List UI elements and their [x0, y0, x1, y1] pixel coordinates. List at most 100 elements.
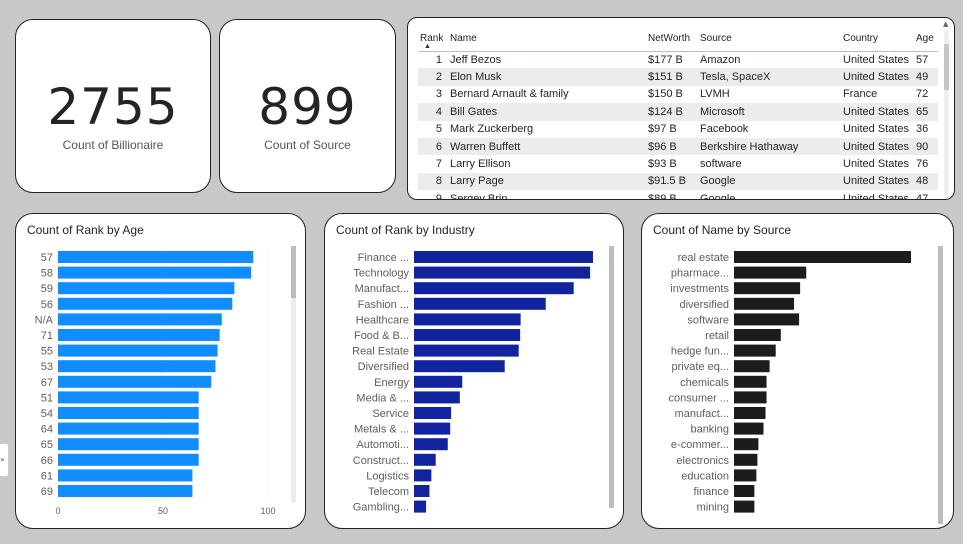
- bar[interactable]: [734, 375, 767, 388]
- bar[interactable]: [734, 485, 755, 497]
- bar[interactable]: [414, 391, 460, 404]
- bar[interactable]: [734, 344, 776, 357]
- table-row[interactable]: 8 Larry Page $91.5 B Google United States 48: [418, 172, 938, 191]
- bar[interactable]: [414, 251, 593, 263]
- table-scrollbar[interactable]: ▲ ▼: [943, 20, 949, 199]
- scrollbar-thumb[interactable]: [944, 44, 949, 90]
- bar[interactable]: [414, 329, 521, 341]
- bar[interactable]: [58, 422, 199, 435]
- column-header-age[interactable]: Age: [914, 26, 938, 52]
- bar[interactable]: [58, 282, 235, 295]
- bar[interactable]: [414, 297, 546, 310]
- bar[interactable]: [414, 485, 430, 497]
- bar[interactable]: [58, 266, 252, 279]
- bar[interactable]: [734, 407, 766, 419]
- pane-expand-handle[interactable]: »: [0, 443, 9, 477]
- column-header-networth[interactable]: NetWorth: [646, 26, 698, 52]
- billionaire-table[interactable]: Rank ▲ Name NetWorth Source Country Age 1…: [418, 26, 938, 200]
- bar[interactable]: [734, 313, 800, 326]
- bar[interactable]: [734, 469, 757, 482]
- table-cell-networth: $97 B: [648, 123, 677, 136]
- bar[interactable]: [58, 329, 220, 341]
- column-header-rank[interactable]: Rank ▲: [418, 26, 448, 52]
- bar[interactable]: [58, 313, 222, 326]
- table-cell-country: United States: [843, 158, 910, 171]
- table-cell-networth: $89 B: [648, 192, 677, 200]
- table-cell-name: Larry Ellison: [450, 158, 511, 171]
- table-row[interactable]: 1 Jeff Bezos $177 B Amazon United States 57: [418, 51, 938, 68]
- table-row[interactable]: 2 Elon Musk $151 B Tesla, SpaceX United Stat…: [418, 68, 938, 86]
- bar[interactable]: [58, 391, 199, 404]
- table-cell-name: Larry Page: [448, 172, 646, 191]
- chart-card-industry[interactable]: Count of Rank by Industry Finance ... Tec…: [324, 213, 624, 529]
- bar[interactable]: [414, 375, 463, 388]
- bar[interactable]: [58, 485, 193, 497]
- kpi-card-billionaires[interactable]: 2755 Count of Billionaire: [15, 19, 211, 193]
- bar[interactable]: [734, 422, 764, 435]
- bar[interactable]: [414, 266, 591, 279]
- bar[interactable]: [414, 438, 448, 451]
- bar[interactable]: [734, 282, 801, 295]
- bar[interactable]: [734, 251, 911, 263]
- bar[interactable]: [58, 438, 199, 451]
- column-header-source[interactable]: Source: [698, 26, 841, 52]
- bar[interactable]: [734, 266, 807, 279]
- scrollbar-thumb[interactable]: [291, 246, 296, 298]
- bar[interactable]: [734, 329, 781, 341]
- bar[interactable]: [414, 469, 432, 482]
- table-row[interactable]: 6 Warren Buffett $96 B Berkshire Hathaway Un…: [418, 137, 938, 156]
- bar[interactable]: [734, 453, 758, 466]
- table-cell-source: Tesla, SpaceX: [698, 68, 841, 86]
- chart-scrollbar[interactable]: [938, 246, 943, 524]
- bar[interactable]: [414, 360, 505, 373]
- category-label: diversified: [679, 299, 729, 311]
- category-label: Diversified: [358, 361, 409, 373]
- bar[interactable]: [734, 391, 767, 404]
- bar[interactable]: [58, 407, 199, 419]
- chart-card-age[interactable]: Count of Rank by Age 0 50 100 57 58 59 56 N/A 71…: [15, 213, 306, 529]
- category-label: 55: [41, 346, 53, 358]
- table-cell-age: 65: [914, 103, 938, 121]
- bar[interactable]: [734, 438, 759, 451]
- chart-scrollbar[interactable]: [291, 246, 296, 502]
- scroll-up-icon[interactable]: ▲: [943, 20, 949, 28]
- table-row[interactable]: 7 Larry Ellison $93 B software United States…: [418, 155, 938, 172]
- scrollbar-thumb[interactable]: [938, 246, 943, 524]
- bar[interactable]: [58, 375, 212, 388]
- source-bar-chart: real estate pharmace... investments diversi…: [668, 251, 911, 514]
- bar[interactable]: [414, 313, 521, 326]
- bar[interactable]: [414, 500, 427, 513]
- chart-card-source[interactable]: Count of Name by Source real estate pharm…: [641, 213, 954, 529]
- bar[interactable]: [414, 344, 519, 357]
- bar[interactable]: [58, 297, 233, 310]
- bar[interactable]: [734, 360, 770, 373]
- bar[interactable]: [414, 422, 451, 435]
- bar[interactable]: [58, 469, 193, 482]
- bar[interactable]: [414, 407, 452, 419]
- column-header-country[interactable]: Country: [841, 26, 914, 52]
- table-body: 1 Jeff Bezos $177 B Amazon United States 57 2 E…: [418, 51, 938, 200]
- bar[interactable]: [58, 344, 218, 357]
- category-label: 66: [41, 455, 53, 467]
- scrollbar-thumb[interactable]: [609, 246, 614, 508]
- bar[interactable]: [734, 297, 795, 310]
- table-row[interactable]: 3 Bernard Arnault & family $150 B LVMH Franc…: [418, 86, 938, 103]
- table-row[interactable]: 4 Bill Gates $124 B Microsoft United States 6…: [418, 103, 938, 121]
- table-cell-age: 72: [916, 88, 929, 101]
- column-header-name[interactable]: Name: [448, 26, 646, 52]
- bar[interactable]: [58, 251, 254, 263]
- bar[interactable]: [734, 500, 755, 513]
- bar[interactable]: [58, 453, 199, 466]
- chart-title: Count of Name by Source: [653, 223, 792, 237]
- table-row[interactable]: 9 Sergey Brin $89 B Google United States 47: [418, 190, 938, 200]
- bar[interactable]: [414, 282, 574, 295]
- bar[interactable]: [414, 453, 436, 466]
- table-cell-age: 47: [916, 192, 929, 200]
- chart-scrollbar[interactable]: [609, 246, 614, 508]
- category-label: 69: [41, 486, 53, 498]
- billionaire-table-card[interactable]: Rank ▲ Name NetWorth Source Country Age 1…: [407, 17, 955, 200]
- bar[interactable]: [58, 360, 216, 373]
- category-label: chemicals: [680, 377, 729, 389]
- kpi-card-sources[interactable]: 899 Count of Source: [219, 19, 396, 193]
- table-row[interactable]: 5 Mark Zuckerberg $97 B Facebook United Stat…: [418, 121, 938, 138]
